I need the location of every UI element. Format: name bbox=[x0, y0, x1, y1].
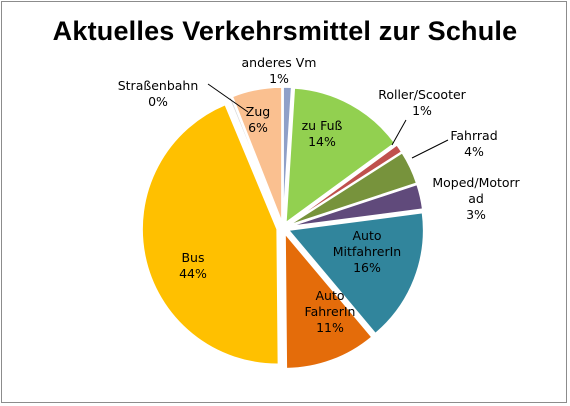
pie-slice-zug bbox=[231, 86, 283, 223]
pie-slice-auto-mitfahrerin bbox=[287, 211, 425, 335]
slice-label: Zug 6% bbox=[246, 104, 270, 135]
slice-label: Moped/Motorr ad 3% bbox=[432, 175, 520, 222]
pie-slice-moped-motorrad bbox=[288, 183, 424, 228]
chart-title: Aktuelles Verkehrsmittel zur Schule bbox=[52, 16, 518, 46]
slice-label: anderes Vm 1% bbox=[242, 55, 317, 86]
slice-label: zu Fuß 14% bbox=[302, 118, 343, 149]
pie-slice-zu-fu- bbox=[285, 87, 396, 225]
slice-label: Auto FahrerIn 11% bbox=[305, 288, 356, 335]
leader-line bbox=[207, 83, 249, 113]
pie-slice-roller-scooter bbox=[287, 143, 403, 226]
pie-slice-fahrrad bbox=[288, 151, 418, 227]
leader-line bbox=[391, 119, 407, 146]
pie-slice-auto-fahrerin bbox=[284, 231, 373, 370]
slice-label: Straßenbahn 0% bbox=[118, 78, 199, 109]
slice-label: Fahrrad 4% bbox=[450, 128, 497, 159]
pie-slice-anderes-vm bbox=[282, 86, 293, 223]
pie-slice-stra-enbahn bbox=[227, 95, 282, 223]
pie-slice-bus bbox=[141, 103, 280, 365]
slice-label: Bus 44% bbox=[179, 250, 207, 281]
leader-line bbox=[411, 139, 449, 159]
slice-label: Auto MitfahrerIn 16% bbox=[333, 228, 401, 275]
slice-label: Roller/Scooter 1% bbox=[378, 87, 466, 118]
